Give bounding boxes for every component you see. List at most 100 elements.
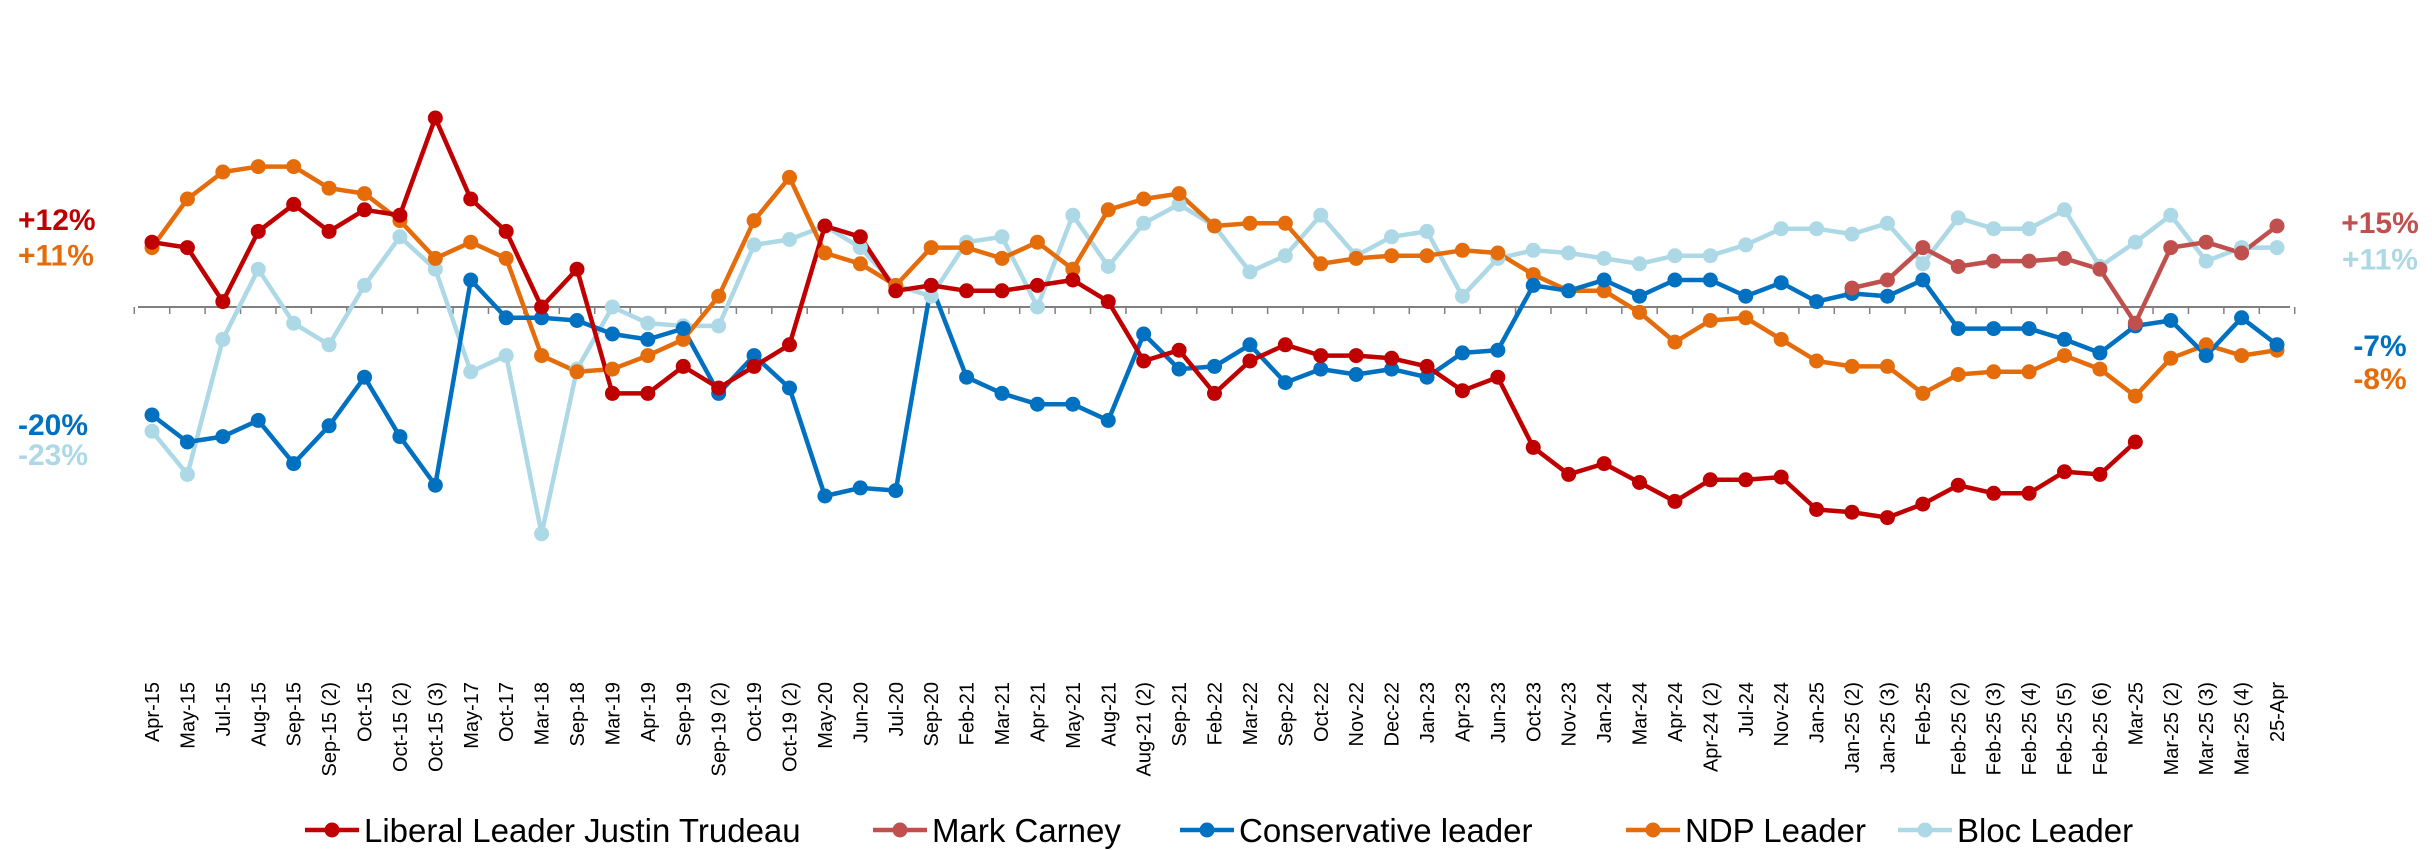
data-point [711,288,727,304]
x-tick-label: May-20 [815,682,837,749]
x-tick-label: Dec-22 [1382,682,1404,746]
data-point [1950,477,1966,493]
data-point [1419,358,1435,374]
data-point [286,159,302,175]
x-tick-label: Mar-22 [1240,682,1262,745]
data-point [2127,434,2143,450]
left-end-label: +12% [18,204,96,237]
data-point [1348,250,1364,266]
data-point [215,294,231,310]
data-point [2269,218,2285,234]
data-point [1986,485,2002,501]
data-point [1525,267,1541,283]
series-line [151,115,2137,520]
data-point [1809,221,1825,237]
data-point [959,283,975,299]
left-end-label: -20% [18,409,88,442]
data-point [640,315,656,331]
x-tick-label: Mar-25 (4) [2232,682,2254,775]
data-point [1242,337,1258,353]
data-point [569,364,585,380]
legend-label: Conservative leader [1239,812,1533,849]
x-tick-label: 25-Apr [2267,682,2289,742]
data-point [675,321,691,337]
data-point [604,385,620,401]
data-point [2057,464,2072,480]
x-tick-label: Jan-25 [1807,682,1829,743]
data-point [1950,321,1966,337]
data-point [2092,361,2108,377]
data-point [569,313,585,328]
data-point [1915,240,1931,256]
legend-label: NDP Leader [1685,812,1866,849]
x-tick-label: May-17 [461,682,483,749]
data-point [286,315,302,331]
x-tick-label: Sep-19 [673,682,695,747]
data-point [746,213,762,229]
data-point [179,466,195,482]
data-point [1207,358,1222,374]
data-point [1879,215,1895,231]
data-point [1915,385,1931,401]
data-point [1171,196,1187,212]
data-point [1809,294,1825,310]
data-point [321,418,337,434]
data-point [1207,385,1222,401]
data-point [1171,186,1187,202]
data-point [1702,248,1718,264]
data-point [1242,353,1258,369]
data-point [250,159,266,175]
data-point [2021,485,2037,501]
data-point [1313,348,1329,364]
data-point [2198,253,2214,269]
data-point [1100,202,1116,218]
data-point [923,240,939,256]
data-point [1809,502,1825,517]
x-tick-label: Feb-25 (3) [1984,682,2006,775]
data-point [1596,283,1612,299]
data-point [817,218,833,234]
data-point [534,526,550,542]
x-axis-labels: Apr-15 May-15 Jul-15 Aug-15 Sep-15 Sep-15 (2)… [142,682,2289,777]
data-point [2127,388,2143,404]
x-tick-label: Sep-21 [1169,682,1191,747]
data-point [1384,229,1400,245]
data-point [1950,367,1966,382]
end-labels: +12%+11%-20%-23%+15%+11%-7%-8% [18,204,2419,472]
legend-swatch-marker [1199,822,1215,838]
data-point [1419,369,1435,385]
data-point [1667,248,1683,264]
series-points [144,110,2285,542]
data-point [2092,466,2108,482]
x-tick-label: May-15 [177,682,199,749]
data-point [1738,310,1754,326]
data-point [1738,237,1754,253]
data-point [2021,253,2037,269]
data-point [959,369,975,385]
data-point [2269,337,2285,353]
data-point [1171,342,1187,358]
x-tick-label: Oct-15 [355,682,377,742]
data-point [923,277,939,293]
data-point [1738,288,1754,304]
data-point [1773,221,1789,237]
right-end-label: -7% [2353,330,2406,363]
data-point [746,348,762,364]
data-point [959,240,975,256]
data-point [888,283,904,299]
data-point [357,369,372,385]
data-point [569,261,585,277]
data-point [534,299,550,315]
data-point [604,361,620,377]
x-tick-label: Mar-25 (2) [2161,682,2183,775]
x-tick-label: Oct-17 [496,682,518,742]
data-point [1773,275,1789,291]
data-point [1632,475,1647,490]
x-tick-label: Mar-25 [2125,682,2147,745]
data-point [2092,261,2108,277]
data-point [1348,367,1364,382]
data-point [1986,221,2002,237]
x-tick-label: Jun-20 [850,682,872,743]
data-point [1277,375,1293,391]
x-tick-label: Jan-23 [1417,682,1439,743]
